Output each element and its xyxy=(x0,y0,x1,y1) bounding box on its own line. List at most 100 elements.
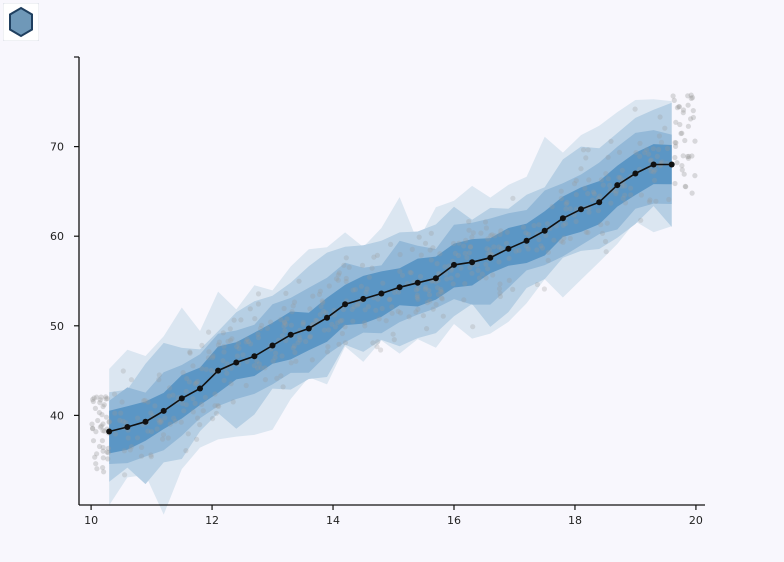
scatter-point xyxy=(558,188,564,194)
scatter-point xyxy=(293,358,299,364)
scatter-point xyxy=(632,106,638,112)
scatter-point xyxy=(610,187,616,193)
scatter-point xyxy=(224,370,230,376)
scatter-point xyxy=(320,299,326,306)
scatter-point xyxy=(510,195,516,201)
scatter-point xyxy=(290,303,296,309)
scatter-point xyxy=(638,217,644,223)
scatter-point xyxy=(434,261,440,267)
scatter-point xyxy=(466,227,472,233)
scatter-point xyxy=(689,95,696,101)
scatter-point xyxy=(599,230,606,236)
scatter-point xyxy=(673,143,679,149)
series-point xyxy=(632,170,639,177)
scatter-point xyxy=(604,220,610,226)
scatter-point xyxy=(112,431,119,437)
scatter-point xyxy=(205,355,211,361)
series-point xyxy=(378,290,385,297)
scatter-point xyxy=(399,272,406,278)
scatter-point xyxy=(433,301,439,308)
scatter-point xyxy=(417,273,424,280)
scatter-point xyxy=(142,397,148,403)
scatter-point xyxy=(688,92,694,98)
scatter-point xyxy=(638,192,645,198)
scatter-point xyxy=(279,333,285,339)
scatter-point xyxy=(389,304,395,310)
scatter-point xyxy=(461,243,467,249)
scatter-point xyxy=(125,435,131,441)
scatter-point xyxy=(395,308,401,314)
scatter-point xyxy=(424,300,430,306)
scatter-point xyxy=(613,188,619,194)
series-point xyxy=(414,279,421,286)
scatter-point xyxy=(199,342,205,348)
scatter-point xyxy=(676,104,682,110)
scatter-point xyxy=(406,314,412,320)
y-tick-label: 50 xyxy=(50,320,64,333)
scatter-point xyxy=(603,171,609,177)
scatter-point xyxy=(392,289,398,295)
scatter-point xyxy=(523,230,529,236)
series-point xyxy=(596,199,603,206)
series-point xyxy=(578,206,584,213)
scatter-point xyxy=(152,403,158,409)
scatter-point xyxy=(563,201,569,207)
scatter-point xyxy=(326,327,332,333)
series-point xyxy=(614,182,621,189)
x-tick-label: 10 xyxy=(84,514,98,527)
scatter-point xyxy=(160,436,166,442)
scatter-point xyxy=(193,380,200,386)
scatter-point xyxy=(254,365,260,371)
scatter-point xyxy=(496,286,503,292)
scatter-point xyxy=(440,313,446,319)
scatter-point xyxy=(316,291,323,297)
scatter-point xyxy=(300,321,306,327)
scatter-point xyxy=(307,334,313,340)
scatter-point xyxy=(199,366,205,372)
scatter-point xyxy=(145,428,151,434)
scatter-point xyxy=(407,269,413,275)
hexagon-logo-icon[interactable] xyxy=(3,3,39,41)
scatter-point xyxy=(470,324,476,330)
scatter-point xyxy=(462,250,468,256)
x-tick-label: 18 xyxy=(568,514,582,527)
scatter-point xyxy=(685,123,692,129)
scatter-point xyxy=(332,324,338,330)
scatter-point xyxy=(148,429,155,435)
scatter-point xyxy=(483,275,489,281)
scatter-point xyxy=(120,418,126,424)
scatter-point xyxy=(212,391,218,397)
scatter-point xyxy=(679,167,685,173)
scatter-point xyxy=(329,321,335,327)
series-point xyxy=(432,275,439,282)
scatter-point xyxy=(94,466,100,472)
scatter-point xyxy=(563,206,569,212)
scatter-point xyxy=(335,320,341,326)
series-point xyxy=(360,295,367,302)
scatter-point xyxy=(688,116,694,122)
scatter-point xyxy=(206,349,212,355)
scatter-point xyxy=(203,366,209,372)
scatter-point xyxy=(343,278,349,285)
scatter-point xyxy=(106,419,112,425)
scatter-point xyxy=(379,305,385,312)
scatter-point xyxy=(156,377,162,383)
scatter-point xyxy=(664,145,671,152)
scatter-point xyxy=(383,318,389,324)
scatter-point xyxy=(680,153,686,159)
scatter-point xyxy=(679,130,685,136)
scatter-point xyxy=(437,251,443,257)
scatter-point xyxy=(100,421,106,427)
scatter-point xyxy=(105,450,111,456)
scatter-point xyxy=(281,305,287,312)
scatter-point xyxy=(127,447,133,453)
scatter-point xyxy=(563,221,569,227)
scatter-point xyxy=(162,415,168,421)
scatter-point xyxy=(351,304,357,310)
scatter-point xyxy=(358,283,364,289)
x-tick-label: 16 xyxy=(447,514,461,527)
scatter-point xyxy=(520,224,527,230)
scatter-point xyxy=(603,249,609,255)
scatter-point xyxy=(633,150,639,156)
